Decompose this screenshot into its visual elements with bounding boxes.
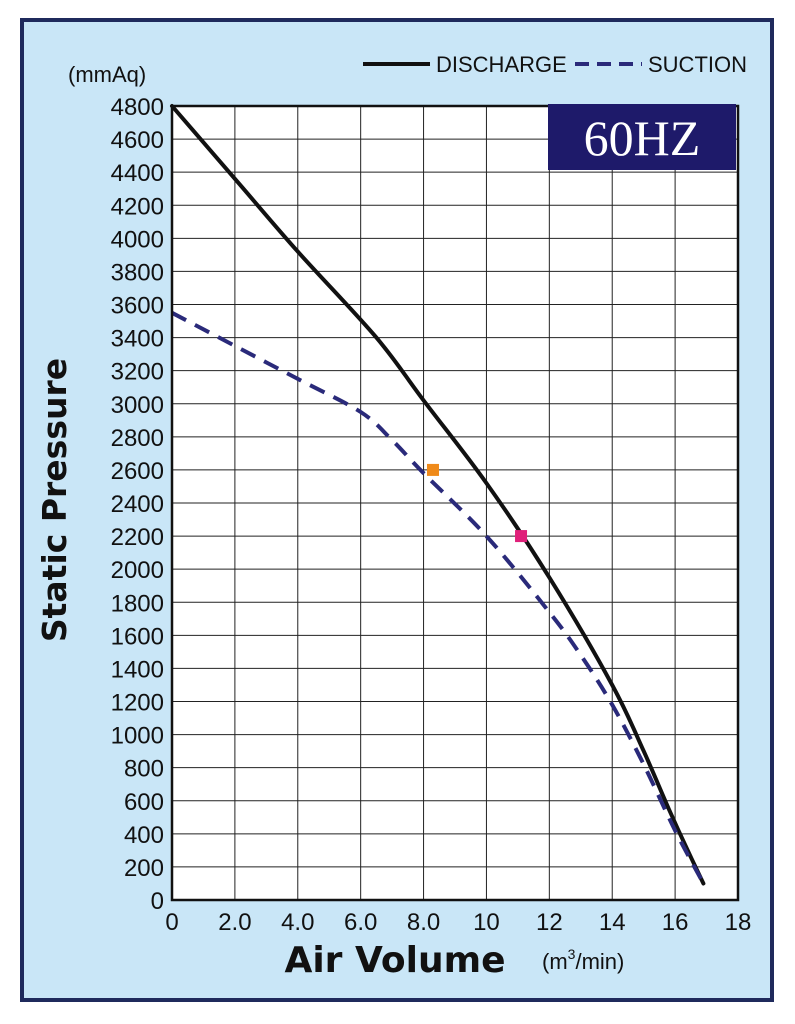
x-tick-label: 10 xyxy=(473,909,500,936)
x-tick-label: 4.0 xyxy=(281,909,314,936)
y-tick-label: 3600 xyxy=(111,293,164,320)
y-tick-label: 2600 xyxy=(111,458,164,485)
y-tick-label: 3400 xyxy=(111,326,164,353)
x-tick-labels: 0 2.0 4.0 6.0 8.0 10 12 14 16 18 xyxy=(165,909,751,936)
y-tick-label: 1000 xyxy=(111,723,164,750)
y-tick-label: 2200 xyxy=(111,524,164,551)
series-line-discharge xyxy=(170,104,706,886)
y-tick-label: 800 xyxy=(124,756,164,783)
series-line-suction xyxy=(171,311,706,885)
x-tick-label: 6.0 xyxy=(344,909,377,936)
x-unit-superscript: 3 xyxy=(568,946,576,962)
x-unit-tail: /min) xyxy=(575,949,624,974)
y-axis-title: Static Pressure xyxy=(35,358,74,642)
y-tick-labels: 0 200 400 600 800 1000 1200 1400 1600 1800 2000 220… xyxy=(111,94,164,915)
marker-layer xyxy=(426,463,528,543)
series-layer xyxy=(170,104,706,886)
y-tick-label: 2000 xyxy=(111,557,164,584)
y-tick-label: 3200 xyxy=(111,359,164,386)
y-tick-label: 4600 xyxy=(111,127,164,154)
frequency-badge-label: 60HZ xyxy=(584,110,701,166)
y-tick-label: 4800 xyxy=(111,94,164,121)
y-axis-unit: (mmAq) xyxy=(68,62,146,87)
x-tick-label: 12 xyxy=(536,909,563,936)
y-tick-label: 1800 xyxy=(111,590,164,617)
y-tick-label: 2400 xyxy=(111,491,164,518)
y-tick-label: 200 xyxy=(124,855,164,882)
y-tick-label: 4400 xyxy=(111,160,164,187)
legend-discharge-label: DISCHARGE xyxy=(436,52,567,77)
y-tick-label: 1400 xyxy=(111,656,164,683)
x-tick-label: 2.0 xyxy=(218,909,251,936)
frequency-badge xyxy=(548,104,736,170)
x-tick-label: 16 xyxy=(662,909,689,936)
y-tick-label: 3000 xyxy=(111,392,164,419)
y-tick-label: 600 xyxy=(124,789,164,816)
x-tick-label: 18 xyxy=(725,909,752,936)
y-tick-label: 2800 xyxy=(111,425,164,452)
y-tick-label: 400 xyxy=(124,822,164,849)
legend: DISCHARGE SUCTION xyxy=(363,52,747,77)
y-tick-label: 1200 xyxy=(111,690,164,717)
x-axis-unit: (m3/min) xyxy=(542,946,624,974)
y-tick-label: 3800 xyxy=(111,259,164,286)
x-axis-title: Air Volume xyxy=(284,940,505,981)
y-tick-label: 4000 xyxy=(111,226,164,253)
legend-suction-label: SUCTION xyxy=(648,52,747,77)
x-tick-label: 14 xyxy=(599,909,626,936)
y-tick-label: 4200 xyxy=(111,193,164,220)
plot-frame xyxy=(170,104,740,902)
y-tick-label: 0 xyxy=(151,888,164,915)
operating-point-marker xyxy=(426,463,439,476)
operating-point-marker xyxy=(515,530,528,543)
y-tick-label: 1600 xyxy=(111,623,164,650)
x-unit-base: (m xyxy=(542,949,568,974)
x-tick-label: 0 xyxy=(165,909,178,936)
x-tick-label: 8.0 xyxy=(407,909,440,936)
